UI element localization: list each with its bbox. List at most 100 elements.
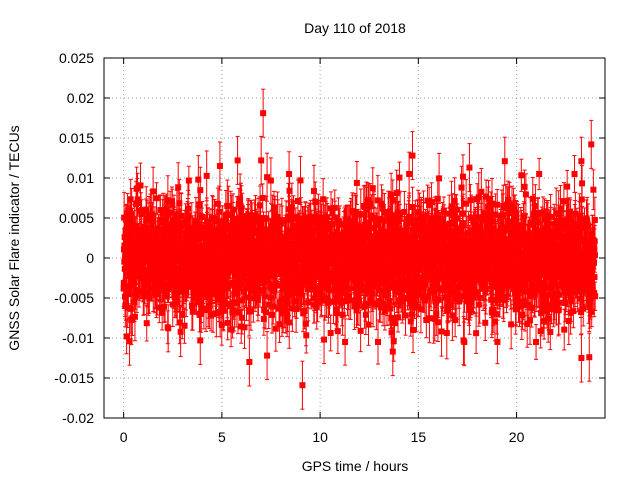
data-point [205, 291, 212, 298]
data-point [155, 226, 162, 233]
data-point [281, 304, 288, 311]
data-point [310, 187, 317, 194]
data-point [218, 232, 225, 239]
data-point [288, 204, 295, 211]
data-point [324, 225, 331, 232]
data-point [143, 237, 150, 244]
data-point [164, 228, 171, 235]
data-point [123, 301, 130, 308]
data-point [183, 289, 190, 296]
data-point [234, 226, 241, 233]
data-point [225, 269, 232, 276]
data-point [169, 301, 176, 308]
data-point [307, 214, 314, 221]
data-point [313, 254, 320, 261]
data-point [272, 325, 279, 332]
data-point [273, 227, 280, 234]
data-point [173, 291, 180, 298]
data-point [127, 196, 134, 203]
data-point [124, 210, 131, 217]
data-point [229, 279, 236, 286]
data-point [153, 195, 160, 202]
data-point [240, 219, 247, 226]
data-point [156, 304, 163, 311]
data-point [225, 203, 232, 210]
data-point [218, 321, 225, 328]
data-point [206, 302, 213, 309]
data-point [231, 308, 238, 315]
data-point [189, 308, 196, 315]
data-point [138, 211, 145, 218]
data-point [281, 248, 288, 255]
data-point [241, 324, 248, 331]
data-point [314, 299, 321, 306]
data-point [279, 217, 286, 224]
data-point [196, 201, 203, 208]
data-point [243, 285, 250, 292]
data-point [289, 305, 296, 312]
data-point [142, 267, 149, 274]
data-point [164, 197, 171, 204]
data-point [238, 204, 245, 211]
data-point [178, 212, 185, 219]
data-point [269, 311, 276, 318]
data-point [182, 218, 189, 225]
data-point [312, 198, 319, 205]
data-point [291, 214, 298, 221]
data-point [305, 299, 312, 306]
data-point [162, 293, 169, 300]
data-point [233, 278, 240, 285]
data-point [271, 288, 278, 295]
data-point [260, 286, 267, 293]
data-point [227, 303, 234, 310]
data-point [161, 287, 168, 294]
data-point [123, 261, 130, 268]
data-point [197, 187, 204, 194]
data-point [276, 321, 283, 328]
data-point [170, 222, 177, 229]
data-point [301, 308, 308, 315]
data-point [138, 227, 145, 234]
data-point [213, 310, 220, 317]
data-point [133, 292, 140, 299]
data-point [286, 187, 293, 194]
data-point [234, 309, 241, 316]
data-point [188, 302, 195, 309]
data-point [150, 188, 157, 195]
data-point [249, 228, 256, 235]
data-point [229, 230, 236, 237]
data-point [230, 206, 237, 213]
data-point [238, 297, 245, 304]
data-point [239, 213, 246, 220]
data-point [284, 232, 291, 239]
data-point [168, 278, 175, 285]
data-point [247, 308, 254, 315]
data-point [278, 296, 285, 303]
data-point [220, 303, 227, 310]
data-point [262, 309, 269, 316]
data-point [308, 233, 315, 240]
data-point [215, 296, 222, 303]
data-point [181, 322, 188, 329]
data-point [298, 215, 305, 222]
data-point [124, 304, 131, 311]
data-point [159, 309, 166, 316]
data-point [285, 291, 292, 298]
data-point [145, 277, 152, 284]
data-point [128, 210, 135, 217]
data-point [214, 200, 221, 207]
data-point [195, 223, 202, 230]
data-point [160, 210, 167, 217]
data-point [224, 319, 231, 326]
data-point [282, 255, 289, 262]
data-point [268, 282, 275, 289]
data-point [143, 206, 150, 213]
data-point [224, 300, 231, 307]
data-point [248, 221, 255, 228]
data-layer [120, 88, 599, 410]
data-point [300, 276, 307, 283]
data-point [179, 311, 186, 318]
data-point [261, 293, 268, 300]
data-point [233, 299, 240, 306]
